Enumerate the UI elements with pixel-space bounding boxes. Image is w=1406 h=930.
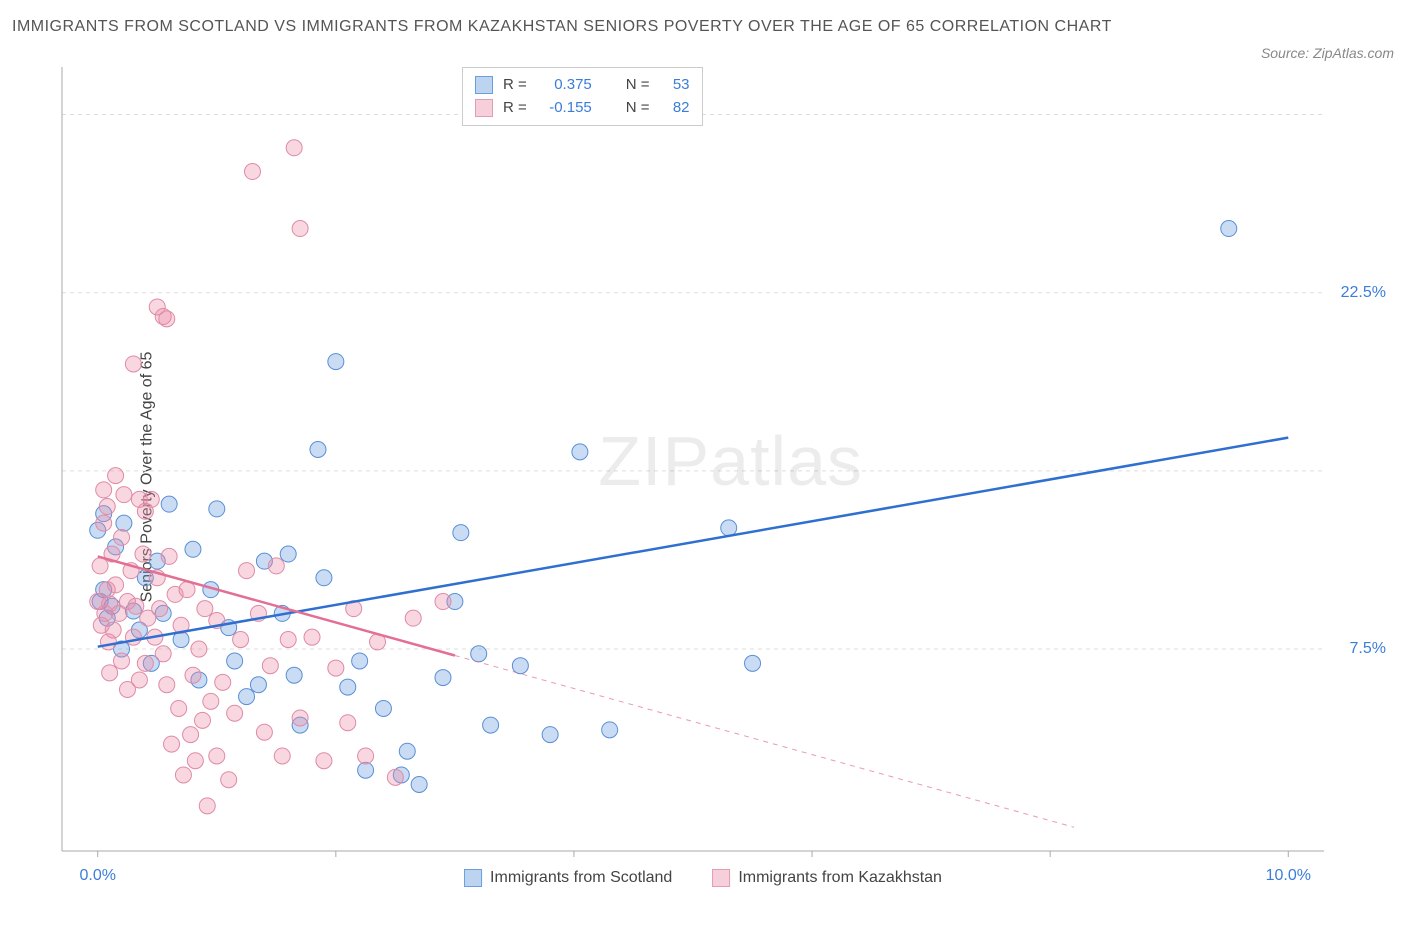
legend-swatch [712,869,730,887]
legend-r-label: R = [503,97,527,120]
chart-container: Seniors Poverty Over the Age of 65 R =0.… [12,67,1394,887]
series-legend: Immigrants from Scotland Immigrants from … [464,869,942,887]
legend-swatch [464,869,482,887]
x-tick-label: 10.0% [1266,867,1311,885]
legend-swatch [475,76,493,94]
legend-r-value: 0.375 [537,74,592,97]
series-legend-label: Immigrants from Scotland [490,869,672,887]
chart-source: Source: ZipAtlas.com [1261,45,1394,61]
legend-n-label: N = [626,74,650,97]
legend-n-value: 53 [660,74,690,97]
series-legend-label: Immigrants from Kazakhstan [738,869,942,887]
series-legend-item: Immigrants from Kazakhstan [712,869,942,887]
y-tick-label: 7.5% [1350,640,1386,658]
stats-legend-row: R = -0.155 N = 82 [475,97,690,120]
legend-n-value: 82 [660,97,690,120]
legend-r-value: -0.155 [537,97,592,120]
chart-header: IMMIGRANTS FROM SCOTLAND VS IMMIGRANTS F… [12,12,1394,61]
scatter-chart [12,67,1394,887]
stats-legend: R = 0.375 N = 53 R = -0.155 N = 82 [462,67,703,126]
legend-swatch [475,99,493,117]
x-tick-label: 0.0% [79,867,115,885]
y-tick-label: 22.5% [1341,284,1386,302]
chart-title: IMMIGRANTS FROM SCOTLAND VS IMMIGRANTS F… [12,12,1112,42]
series-legend-item: Immigrants from Scotland [464,869,672,887]
legend-r-label: R = [503,74,527,97]
stats-legend-row: R = 0.375 N = 53 [475,74,690,97]
legend-n-label: N = [626,97,650,120]
